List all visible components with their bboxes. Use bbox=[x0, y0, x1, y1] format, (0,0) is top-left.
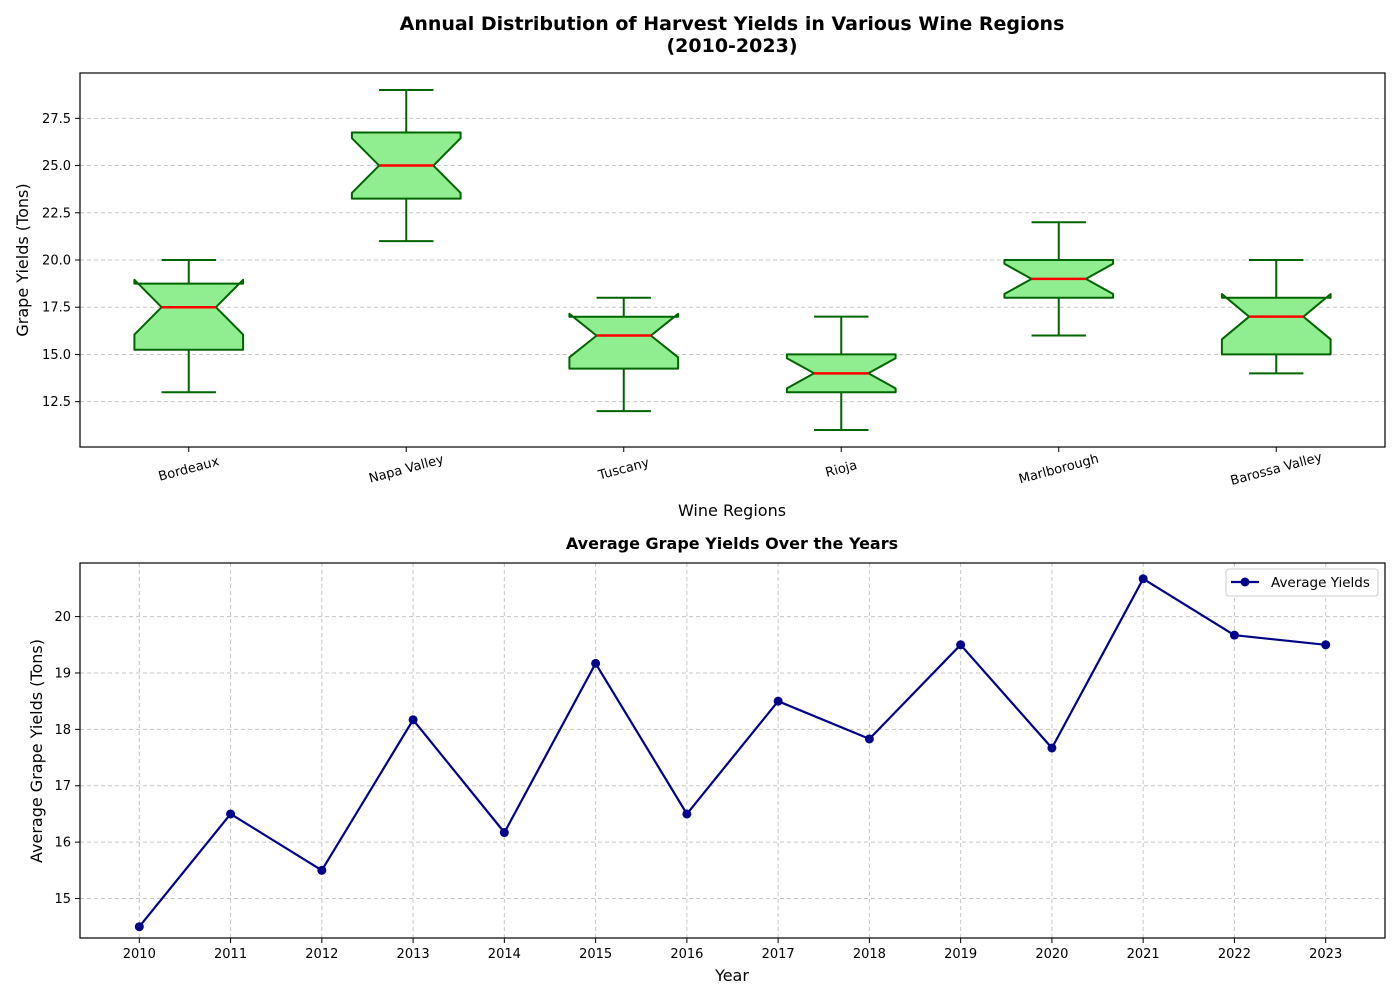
line-chart-x-tick-label: 2014 bbox=[488, 947, 521, 962]
boxplot-x-tick-label: Bordeaux bbox=[157, 454, 221, 485]
data-point bbox=[408, 715, 418, 725]
data-point bbox=[1229, 630, 1239, 640]
box-body bbox=[1220, 293, 1332, 356]
data-point bbox=[682, 809, 692, 819]
boxplot-gridlines bbox=[80, 117, 1385, 403]
boxplot-y-tick-label: 27.5 bbox=[42, 112, 71, 127]
line-chart-x-tick-label: 2020 bbox=[1035, 947, 1068, 962]
boxplot-chart: 12.5 15.0 17.5 20.0 22.5 25.0 27.5 Bordeaux Nap… bbox=[13, 72, 1386, 520]
line-chart-y-tick-label: 20 bbox=[54, 610, 71, 625]
data-point bbox=[1321, 640, 1331, 650]
line-chart-x-tick-label: 2018 bbox=[853, 947, 886, 962]
line-chart-marks bbox=[134, 574, 1331, 932]
line-chart-y-tick-label: 17 bbox=[54, 779, 71, 794]
line-chart-x-tick-label: 2016 bbox=[670, 947, 703, 962]
boxplot-x-ticks: Bordeaux Napa Valley Tuscany Rioja Marlborou… bbox=[157, 450, 1324, 489]
line-chart-x-tick-label: 2023 bbox=[1309, 947, 1342, 962]
boxplot-y-tick-label: 17.5 bbox=[42, 301, 71, 316]
line-chart-x-tick-label: 2015 bbox=[579, 947, 612, 962]
line-chart-axes-frame bbox=[79, 562, 1386, 939]
line-chart-y-tick-label: 18 bbox=[54, 723, 71, 738]
data-point bbox=[1138, 574, 1148, 584]
line-chart-x-tick-label: 2013 bbox=[397, 947, 430, 962]
boxplot-y-ticks: 12.5 15.0 17.5 20.0 22.5 25.0 27.5 bbox=[42, 112, 1277, 452]
boxplot-x-tick-label: Napa Valley bbox=[367, 452, 445, 486]
line-chart-y-tick-label: 19 bbox=[54, 666, 71, 681]
line-chart-x-tick-label: 2010 bbox=[123, 947, 156, 962]
data-point bbox=[864, 734, 874, 744]
boxplot-marks bbox=[133, 89, 1332, 431]
boxplot-x-tick-label: Barossa Valley bbox=[1229, 450, 1324, 489]
boxplot-y-tick-label: 15.0 bbox=[42, 348, 71, 363]
line-chart-y-tick-label: 16 bbox=[54, 836, 71, 851]
box-body bbox=[133, 278, 245, 351]
boxplot-y-tick-label: 12.5 bbox=[42, 395, 71, 410]
line-chart-x-tick-label: 2022 bbox=[1218, 947, 1251, 962]
legend: Average Yields bbox=[1225, 568, 1379, 597]
data-point bbox=[134, 922, 144, 932]
line-chart-y-axis-label: Average Grape Yields (Tons) bbox=[27, 639, 46, 863]
boxplot-y-tick-label: 22.5 bbox=[42, 206, 71, 221]
data-point bbox=[1047, 743, 1057, 753]
data-point bbox=[499, 828, 509, 838]
boxplot-y-tick-label: 20.0 bbox=[42, 254, 71, 269]
boxplot-x-tick-label: Rioja bbox=[824, 458, 859, 481]
legend-marker-swatch bbox=[1240, 577, 1250, 587]
line-chart-x-tick-label: 2012 bbox=[305, 947, 338, 962]
data-point bbox=[591, 658, 601, 668]
boxplot-x-tick-label: Marlborough bbox=[1017, 452, 1100, 488]
line-chart-x-axis-label: Year bbox=[714, 966, 749, 985]
legend-label: Average Yields bbox=[1271, 575, 1370, 591]
data-point bbox=[956, 640, 966, 650]
figure-title-line2: (2010-2023) bbox=[666, 35, 797, 57]
line-chart-x-tick-label: 2017 bbox=[762, 947, 795, 962]
line-chart: Average Grape Yields Over the Years 15 16… bbox=[27, 534, 1386, 985]
box-body bbox=[568, 312, 680, 370]
data-point bbox=[773, 696, 783, 706]
line-chart-y-ticks: 15 16 17 18 19 20 bbox=[54, 610, 80, 907]
boxplot-x-tick-label: Tuscany bbox=[596, 455, 651, 483]
line-chart-gridlines bbox=[80, 563, 1385, 938]
line-chart-x-ticks: 2010 2011 2012 2013 2014 2015 2016 2017 2018 2019… bbox=[123, 938, 1342, 962]
boxplot-y-tick-label: 25.0 bbox=[42, 159, 71, 174]
boxplot-y-axis-label: Grape Yields (Tons) bbox=[13, 183, 32, 336]
series-line-average-yields bbox=[138, 577, 1326, 928]
line-chart-x-tick-label: 2021 bbox=[1127, 947, 1160, 962]
boxplot-x-axis-label: Wine Regions bbox=[678, 501, 786, 520]
line-chart-title: Average Grape Yields Over the Years bbox=[566, 534, 898, 553]
data-point bbox=[226, 809, 236, 819]
data-point bbox=[317, 865, 327, 875]
line-chart-x-tick-label: 2011 bbox=[214, 947, 247, 962]
line-chart-x-tick-label: 2019 bbox=[944, 947, 977, 962]
line-chart-y-tick-label: 15 bbox=[54, 892, 71, 907]
legend-box bbox=[1225, 568, 1379, 597]
figure-title-line1: Annual Distribution of Harvest Yields in… bbox=[400, 13, 1065, 35]
